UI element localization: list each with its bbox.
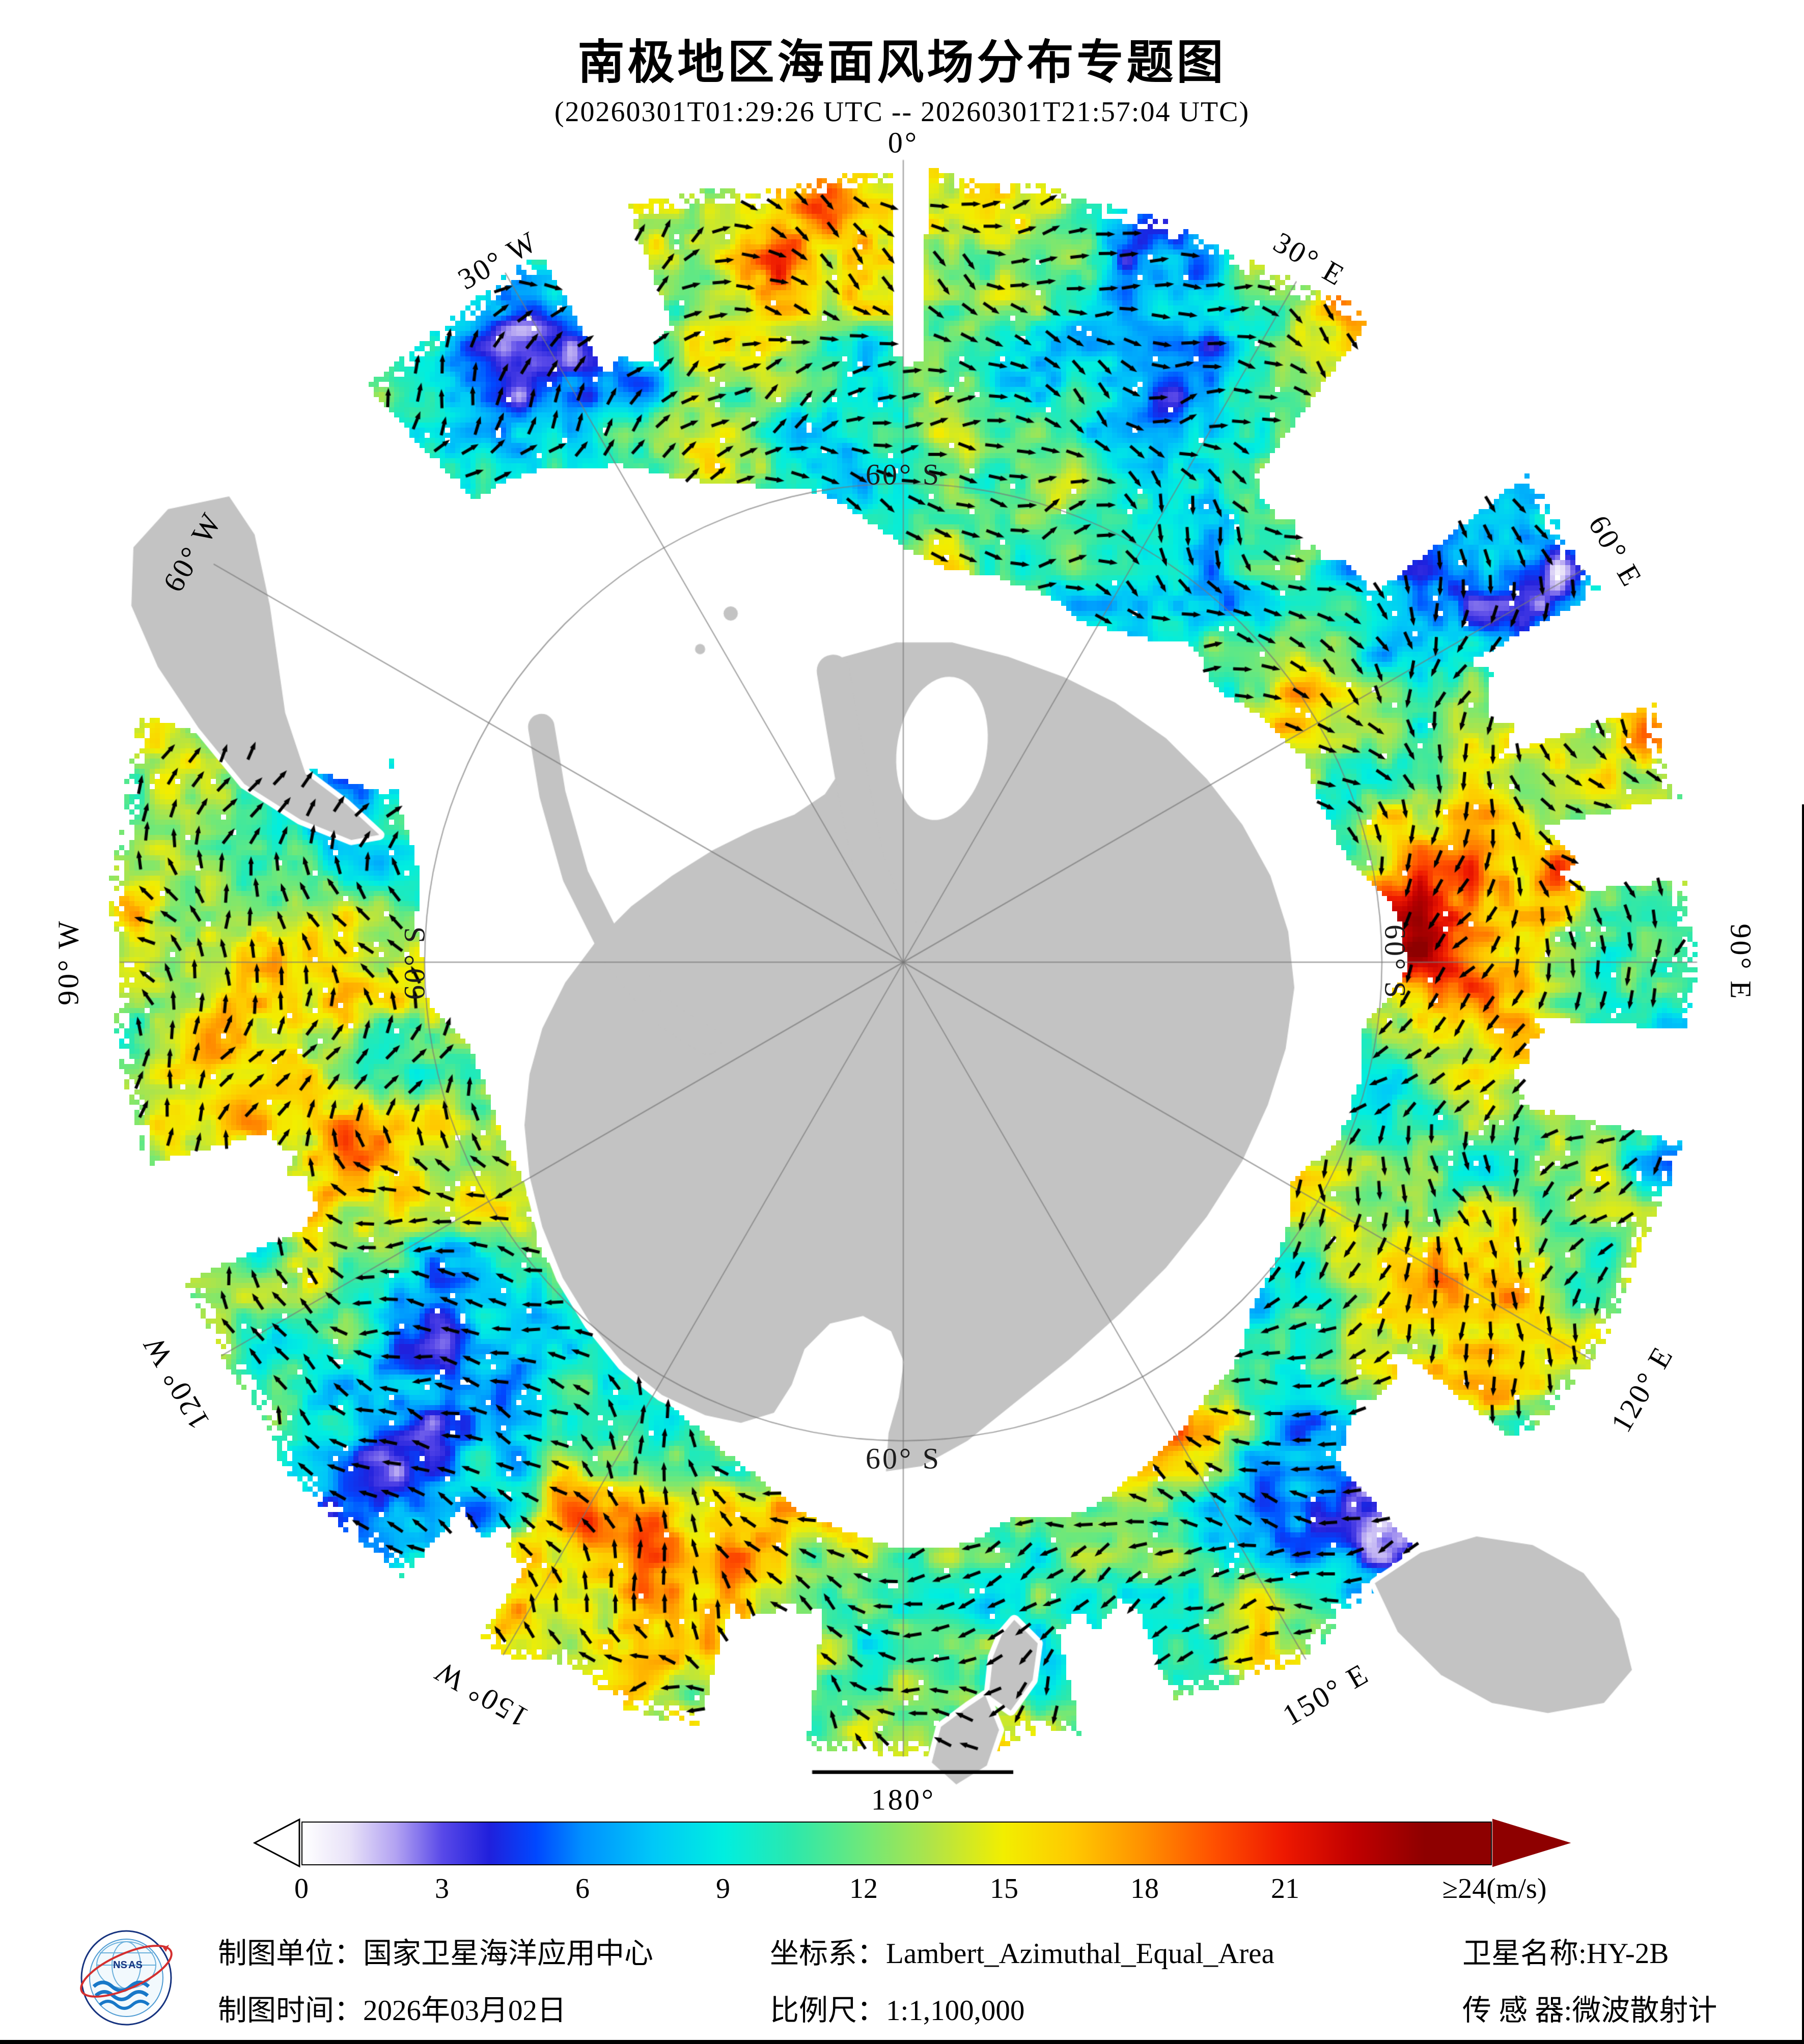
- footer-field: 比例尺：1:1,100,000: [770, 1995, 1025, 2027]
- page-title: 南极地区海面风场分布专题图: [577, 37, 1227, 89]
- colorbar-tick-label: 3: [435, 1873, 449, 1905]
- footer-mapping-agency: 制图单位：国家卫星海洋应用中心 制图时间：2026年03月02日: [218, 1925, 653, 2039]
- colorbar-tick-label: 9: [716, 1873, 730, 1905]
- colorbar-tick-label: 21: [1271, 1873, 1299, 1905]
- colorbar-tick-label: 18: [1130, 1873, 1159, 1905]
- footer-field: 坐标系：Lambert_Azimuthal_Equal_Area: [770, 1938, 1274, 1970]
- land-arrows-overlay-canvas: [78, 137, 1728, 1787]
- polar-wind-map: [78, 137, 1728, 1787]
- colorbar-tick-label: 6: [575, 1873, 590, 1905]
- footer-field: 传 感 器:微波散射计: [1462, 1995, 1717, 2027]
- colorbar-right-arrow-icon: [1492, 1818, 1571, 1867]
- latitude-label: 60° S: [866, 458, 941, 491]
- footer-satellite-sensor: 卫星名称:HY-2B 传 感 器:微波散射计: [1462, 1925, 1717, 2039]
- page-right-border: [1802, 804, 1804, 2044]
- colorbar-max-label: ≥24(m/s): [1442, 1873, 1547, 1905]
- colorbar-tick-label: 0: [294, 1873, 309, 1905]
- time-range-subtitle: (20260301T01:29:26 UTC -- 20260301T21:57…: [554, 96, 1250, 128]
- latitude-label: 60° S: [398, 925, 431, 1000]
- svg-text:AS: AS: [128, 1959, 143, 1971]
- colorbar-tick-label: 12: [849, 1873, 878, 1905]
- page-bottom-border: [0, 2040, 1804, 2044]
- colorbar-tick-label: 15: [990, 1873, 1018, 1905]
- longitude-label: 180°: [871, 1783, 936, 1816]
- colorbar-left-arrow-icon: [253, 1818, 300, 1868]
- latitude-label: 60° S: [1378, 925, 1412, 1000]
- footer-field: 制图时间：2026年03月02日: [218, 1995, 566, 2027]
- colorbar-gradient: [301, 1822, 1492, 1865]
- footer-projection-scale: 坐标系：Lambert_Azimuthal_Equal_Area 比例尺：1:1,…: [770, 1925, 1274, 2039]
- longitude-label: 90° E: [1724, 923, 1758, 1001]
- svg-text:NS: NS: [113, 1959, 127, 1971]
- latitude-label: 60° S: [866, 1442, 941, 1475]
- longitude-label: 0°: [887, 126, 919, 159]
- footer-field: 制图单位：国家卫星海洋应用中心: [218, 1938, 653, 1970]
- longitude-label: 90° W: [51, 919, 85, 1005]
- wind-speed-colorbar: 0 3 6 9 12 15 18 21 ≥24(m/s): [0, 0, 1804, 1905]
- footer-field: 卫星名称:HY-2B: [1462, 1938, 1669, 1970]
- nsoas-logo: NS AS: [80, 1930, 173, 2026]
